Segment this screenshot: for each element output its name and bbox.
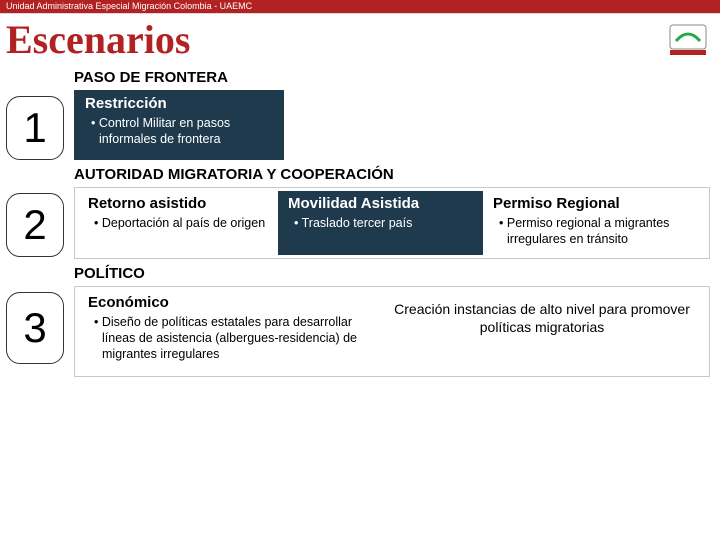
org-banner: Unidad Administrativa Especial Migración… [0,0,720,14]
section-3: POLÍTICO 3 Económico Diseño de políticas… [0,265,720,377]
card-permiso-bullet: Permiso regional a migrantes irregulares… [499,216,696,247]
card-retorno-title: Retorno asistido [88,195,268,212]
title-bar: Escenarios [0,14,720,63]
section-2: AUTORIDAD MIGRATORIA Y COOPERACIÓN 2 Ret… [0,166,720,259]
card-permiso: Permiso Regional Permiso regional a migr… [483,191,706,255]
card-retorno: Retorno asistido Deportación al país de … [78,191,278,255]
card-economico: Económico Diseño de políticas estatales … [78,290,378,370]
card-movilidad: Movilidad Asistida Traslado tercer país [278,191,483,255]
slide: Unidad Administrativa Especial Migración… [0,0,720,540]
page-title: Escenarios [6,16,190,63]
section-1-label: PASO DE FRONTERA [74,69,720,86]
section-2-row: 2 Retorno asistido Deportación al país d… [6,187,710,259]
section-2-label: AUTORIDAD MIGRATORIA Y COOPERACIÓN [74,166,720,183]
section-1-number: 1 [6,96,64,160]
section-1: PASO DE FRONTERA 1 Restricción Control M… [0,69,720,160]
org-name: Unidad Administrativa Especial Migración… [6,1,252,11]
card-restriccion: Restricción Control Militar en pasos inf… [74,90,284,160]
section-3-label: POLÍTICO [74,265,720,282]
section-3-number: 3 [6,292,64,364]
card-movilidad-title: Movilidad Asistida [288,195,473,212]
section-3-cards: Económico Diseño de políticas estatales … [74,286,710,377]
migracion-colombia-logo-icon [666,21,710,59]
section-1-row: 1 Restricción Control Militar en pasos i… [6,90,710,160]
card-economico-bullet: Diseño de políticas estatales para desar… [94,315,368,362]
card-economico-title: Económico [88,294,368,311]
section-2-number: 2 [6,193,64,257]
card-permiso-title: Permiso Regional [493,195,696,212]
card-restriccion-title: Restricción [85,95,273,112]
section-2-cards: Retorno asistido Deportación al país de … [74,187,710,259]
section-3-row: 3 Económico Diseño de políticas estatale… [6,286,710,377]
card-retorno-bullet: Deportación al país de origen [94,216,268,232]
card-restriccion-bullet: Control Militar en pasos informales de f… [91,116,273,147]
card-creacion-text: Creación instancias de alto nivel para p… [394,301,690,335]
card-movilidad-bullet: Traslado tercer país [294,216,473,232]
card-creacion: Creación instancias de alto nivel para p… [378,290,706,336]
